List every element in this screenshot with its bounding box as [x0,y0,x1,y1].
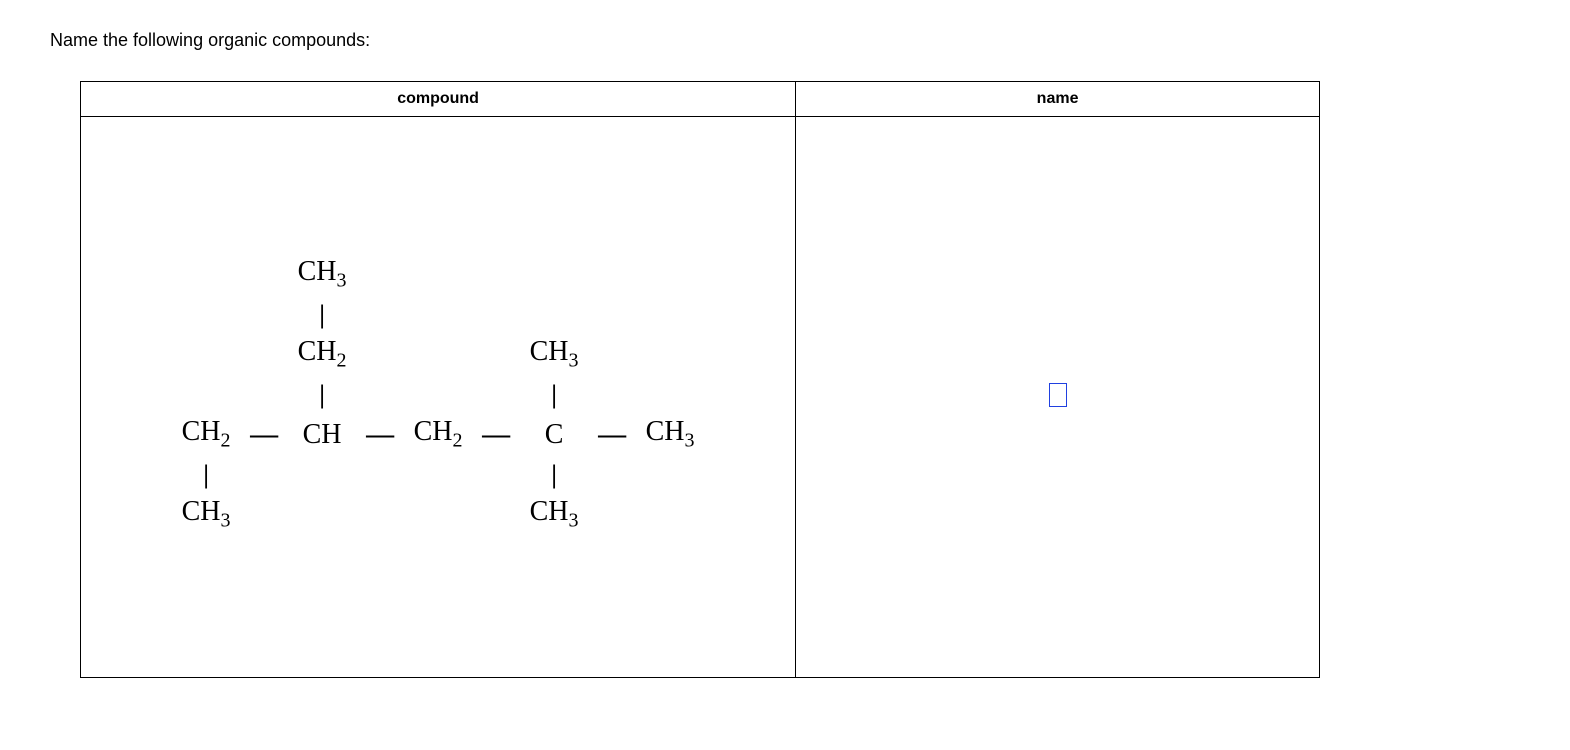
bond: | [177,455,235,495]
bond: — [351,415,409,455]
atom-group: CH3 [641,415,699,455]
bond: | [525,455,583,495]
atom-group: CH2 [177,415,235,455]
question-text: Name the following organic compounds: [50,30,1520,51]
bond: — [235,415,293,455]
name-cell [796,117,1320,678]
bond: | [293,375,351,415]
atom-group: CH3 [293,255,351,295]
bond: — [583,415,641,455]
atom-group: CH3 [525,335,583,375]
atom-group: CH2 [409,415,467,455]
compound-cell: CH3|CH2CH3||CH2—CH—CH2—C—CH3||CH3CH3 [81,117,796,678]
compounds-table: compound name CH3|CH2CH3||CH2—CH—CH2—C—C… [80,81,1320,678]
atom-group: C [525,415,583,455]
bond: | [293,295,351,335]
answer-input-box[interactable] [1049,383,1067,407]
atom-group: CH3 [525,495,583,535]
atom-group: CH [293,415,351,455]
table-row: CH3|CH2CH3||CH2—CH—CH2—C—CH3||CH3CH3 [81,117,1320,678]
header-compound: compound [81,82,796,117]
bond: | [525,375,583,415]
atom-group: CH2 [293,335,351,375]
chemical-structure: CH3|CH2CH3||CH2—CH—CH2—C—CH3||CH3CH3 [177,255,699,535]
bond: — [467,415,525,455]
header-name: name [796,82,1320,117]
atom-group: CH3 [177,495,235,535]
